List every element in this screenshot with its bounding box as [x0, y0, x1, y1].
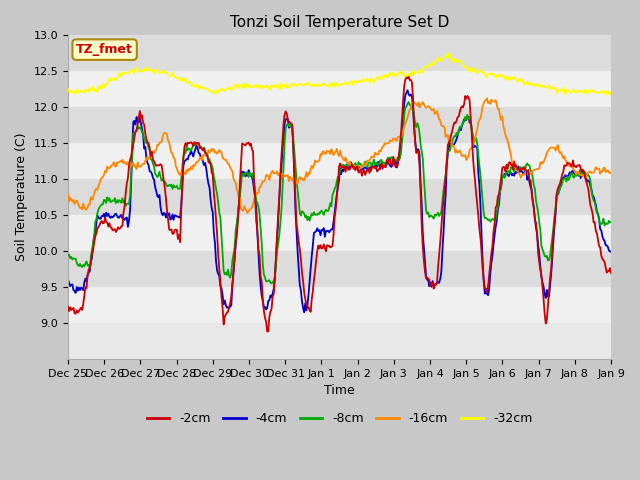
Bar [68, 251, 611, 287]
Bar [68, 36, 611, 72]
Bar [68, 143, 611, 179]
X-axis label: Time: Time [324, 384, 355, 397]
Bar [68, 215, 611, 251]
Y-axis label: Soil Temperature (C): Soil Temperature (C) [15, 133, 28, 262]
Bar [68, 287, 611, 323]
Bar [68, 179, 611, 215]
Text: TZ_fmet: TZ_fmet [76, 43, 133, 56]
Bar [68, 72, 611, 107]
Legend: -2cm, -4cm, -8cm, -16cm, -32cm: -2cm, -4cm, -8cm, -16cm, -32cm [141, 407, 538, 430]
Title: Tonzi Soil Temperature Set D: Tonzi Soil Temperature Set D [230, 15, 449, 30]
Bar [68, 107, 611, 143]
